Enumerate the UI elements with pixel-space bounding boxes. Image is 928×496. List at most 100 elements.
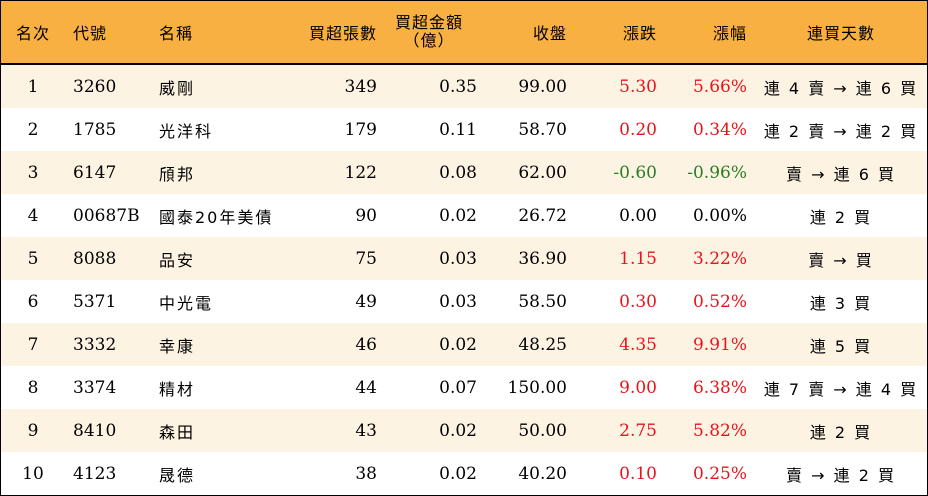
cell-rank: 2 <box>27 119 39 140</box>
cell-volume: 38 <box>355 463 377 484</box>
cell-days: 賣 → 連 6 買 <box>786 164 896 184</box>
cell-code: 00687B <box>73 205 140 226</box>
cell-pct: 9.91% <box>692 334 747 355</box>
cell-pct: 5.66% <box>692 76 747 97</box>
cell-close: 58.50 <box>518 291 567 312</box>
cell-close: 40.20 <box>518 463 567 484</box>
cell-code: 6147 <box>73 162 117 183</box>
header-amount-line1: 買超金額 <box>394 13 463 32</box>
cell-volume: 122 <box>344 162 377 183</box>
cell-change: -0.60 <box>613 162 657 183</box>
cell-name: 國泰20年美債 <box>159 207 274 227</box>
header-volume: 買超張數 <box>308 24 377 43</box>
cell-name: 晟德 <box>159 465 196 485</box>
cell-rank: 5 <box>27 248 39 269</box>
cell-change: 0.00 <box>619 205 657 226</box>
cell-volume: 90 <box>355 205 377 226</box>
cell-change: 0.10 <box>619 463 657 484</box>
table-row: 10 4123 晟德 38 0.02 40.20 0.10 0.25% 賣 → 連 2 買 <box>1 452 927 495</box>
cell-code: 4123 <box>73 463 117 484</box>
cell-rank: 7 <box>27 334 39 355</box>
cell-code: 8088 <box>73 248 117 269</box>
cell-name: 中光電 <box>159 293 214 313</box>
table-row: 4 00687B 國泰20年美債 90 0.02 26.72 0.00 0.00% 連 2 買 <box>1 194 927 237</box>
cell-change: 4.35 <box>619 334 657 355</box>
table-header: 名次 代號 名稱 買超張數 買超金額 （億） 收盤 漲跌 漲幅 連買天數 <box>1 1 927 65</box>
cell-name: 威剛 <box>159 78 196 98</box>
cell-days: 連 2 買 <box>809 207 873 227</box>
cell-rank: 8 <box>27 377 39 398</box>
cell-days: 連 7 賣 → 連 4 買 <box>763 379 919 399</box>
cell-pct: 5.82% <box>692 420 747 441</box>
header-rank: 名次 <box>15 24 50 43</box>
cell-rank: 3 <box>27 162 39 183</box>
header-close: 收盤 <box>532 24 567 43</box>
cell-name: 森田 <box>159 422 196 442</box>
cell-amount: 0.08 <box>439 162 477 183</box>
cell-close: 50.00 <box>518 420 567 441</box>
cell-volume: 49 <box>355 291 377 312</box>
header-code: 代號 <box>73 24 108 43</box>
cell-code: 5371 <box>73 291 117 312</box>
cell-close: 26.72 <box>518 205 567 226</box>
cell-days: 連 4 賣 → 連 6 買 <box>763 78 919 98</box>
cell-pct: 0.52% <box>692 291 747 312</box>
cell-amount: 0.02 <box>439 205 477 226</box>
cell-name: 精材 <box>159 379 196 399</box>
cell-days: 連 5 買 <box>809 336 873 356</box>
cell-days: 賣 → 連 2 買 <box>786 465 896 485</box>
cell-code: 1785 <box>73 119 117 140</box>
cell-close: 99.00 <box>518 76 567 97</box>
header-amount: 買超金額 （億） <box>381 1 477 63</box>
cell-change: 0.30 <box>619 291 657 312</box>
header-days: 連買天數 <box>806 24 875 43</box>
cell-change: 0.20 <box>619 119 657 140</box>
cell-amount: 0.02 <box>439 463 477 484</box>
cell-close: 150.00 <box>507 377 567 398</box>
cell-rank: 4 <box>27 205 39 226</box>
cell-close: 48.25 <box>518 334 567 355</box>
cell-rank: 1 <box>27 76 39 97</box>
table-row: 9 8410 森田 43 0.02 50.00 2.75 5.82% 連 2 買 <box>1 409 927 452</box>
cell-amount: 0.02 <box>439 334 477 355</box>
cell-name: 品安 <box>159 250 196 270</box>
cell-days: 賣 → 買 <box>808 250 874 270</box>
cell-volume: 75 <box>355 248 377 269</box>
cell-volume: 349 <box>344 76 377 97</box>
cell-code: 3374 <box>73 377 117 398</box>
table-row: 1 3260 威剛 349 0.35 99.00 5.30 5.66% 連 4 賣 → 連 6 … <box>1 65 927 108</box>
cell-pct: 0.34% <box>692 119 747 140</box>
table-row: 7 3332 幸康 46 0.02 48.25 4.35 9.91% 連 5 買 <box>1 323 927 366</box>
table-row: 5 8088 品安 75 0.03 36.90 1.15 3.22% 賣 → 買 <box>1 237 927 280</box>
table-row: 3 6147 頎邦 122 0.08 62.00 -0.60 -0.96% 賣 → 連 6 買 <box>1 151 927 194</box>
cell-pct: 0.25% <box>692 463 747 484</box>
cell-volume: 179 <box>344 119 377 140</box>
table-row: 2 1785 光洋科 179 0.11 58.70 0.20 0.34% 連 2 賣 → 連 2… <box>1 108 927 151</box>
cell-amount: 0.03 <box>439 291 477 312</box>
cell-name: 光洋科 <box>159 121 214 141</box>
header-change: 漲跌 <box>622 24 657 43</box>
cell-close: 58.70 <box>518 119 567 140</box>
cell-amount: 0.02 <box>439 420 477 441</box>
cell-volume: 43 <box>355 420 377 441</box>
table-row: 6 5371 中光電 49 0.03 58.50 0.30 0.52% 連 3 買 <box>1 280 927 323</box>
cell-rank: 9 <box>27 420 39 441</box>
cell-pct: 0.00% <box>692 205 747 226</box>
cell-volume: 44 <box>355 377 377 398</box>
cell-amount: 0.11 <box>439 119 477 140</box>
header-amount-line2: （億） <box>403 31 455 50</box>
cell-change: 2.75 <box>619 420 657 441</box>
cell-amount: 0.35 <box>439 76 477 97</box>
cell-days: 連 3 買 <box>809 293 873 313</box>
cell-rank: 10 <box>22 463 44 484</box>
cell-change: 1.15 <box>619 248 657 269</box>
cell-days: 連 2 賣 → 連 2 買 <box>763 121 919 141</box>
cell-days: 連 2 買 <box>809 422 873 442</box>
cell-close: 36.90 <box>518 248 567 269</box>
header-name: 名稱 <box>159 24 194 43</box>
cell-close: 62.00 <box>518 162 567 183</box>
cell-name: 幸康 <box>159 336 196 356</box>
cell-code: 8410 <box>73 420 117 441</box>
cell-pct: 6.38% <box>692 377 747 398</box>
